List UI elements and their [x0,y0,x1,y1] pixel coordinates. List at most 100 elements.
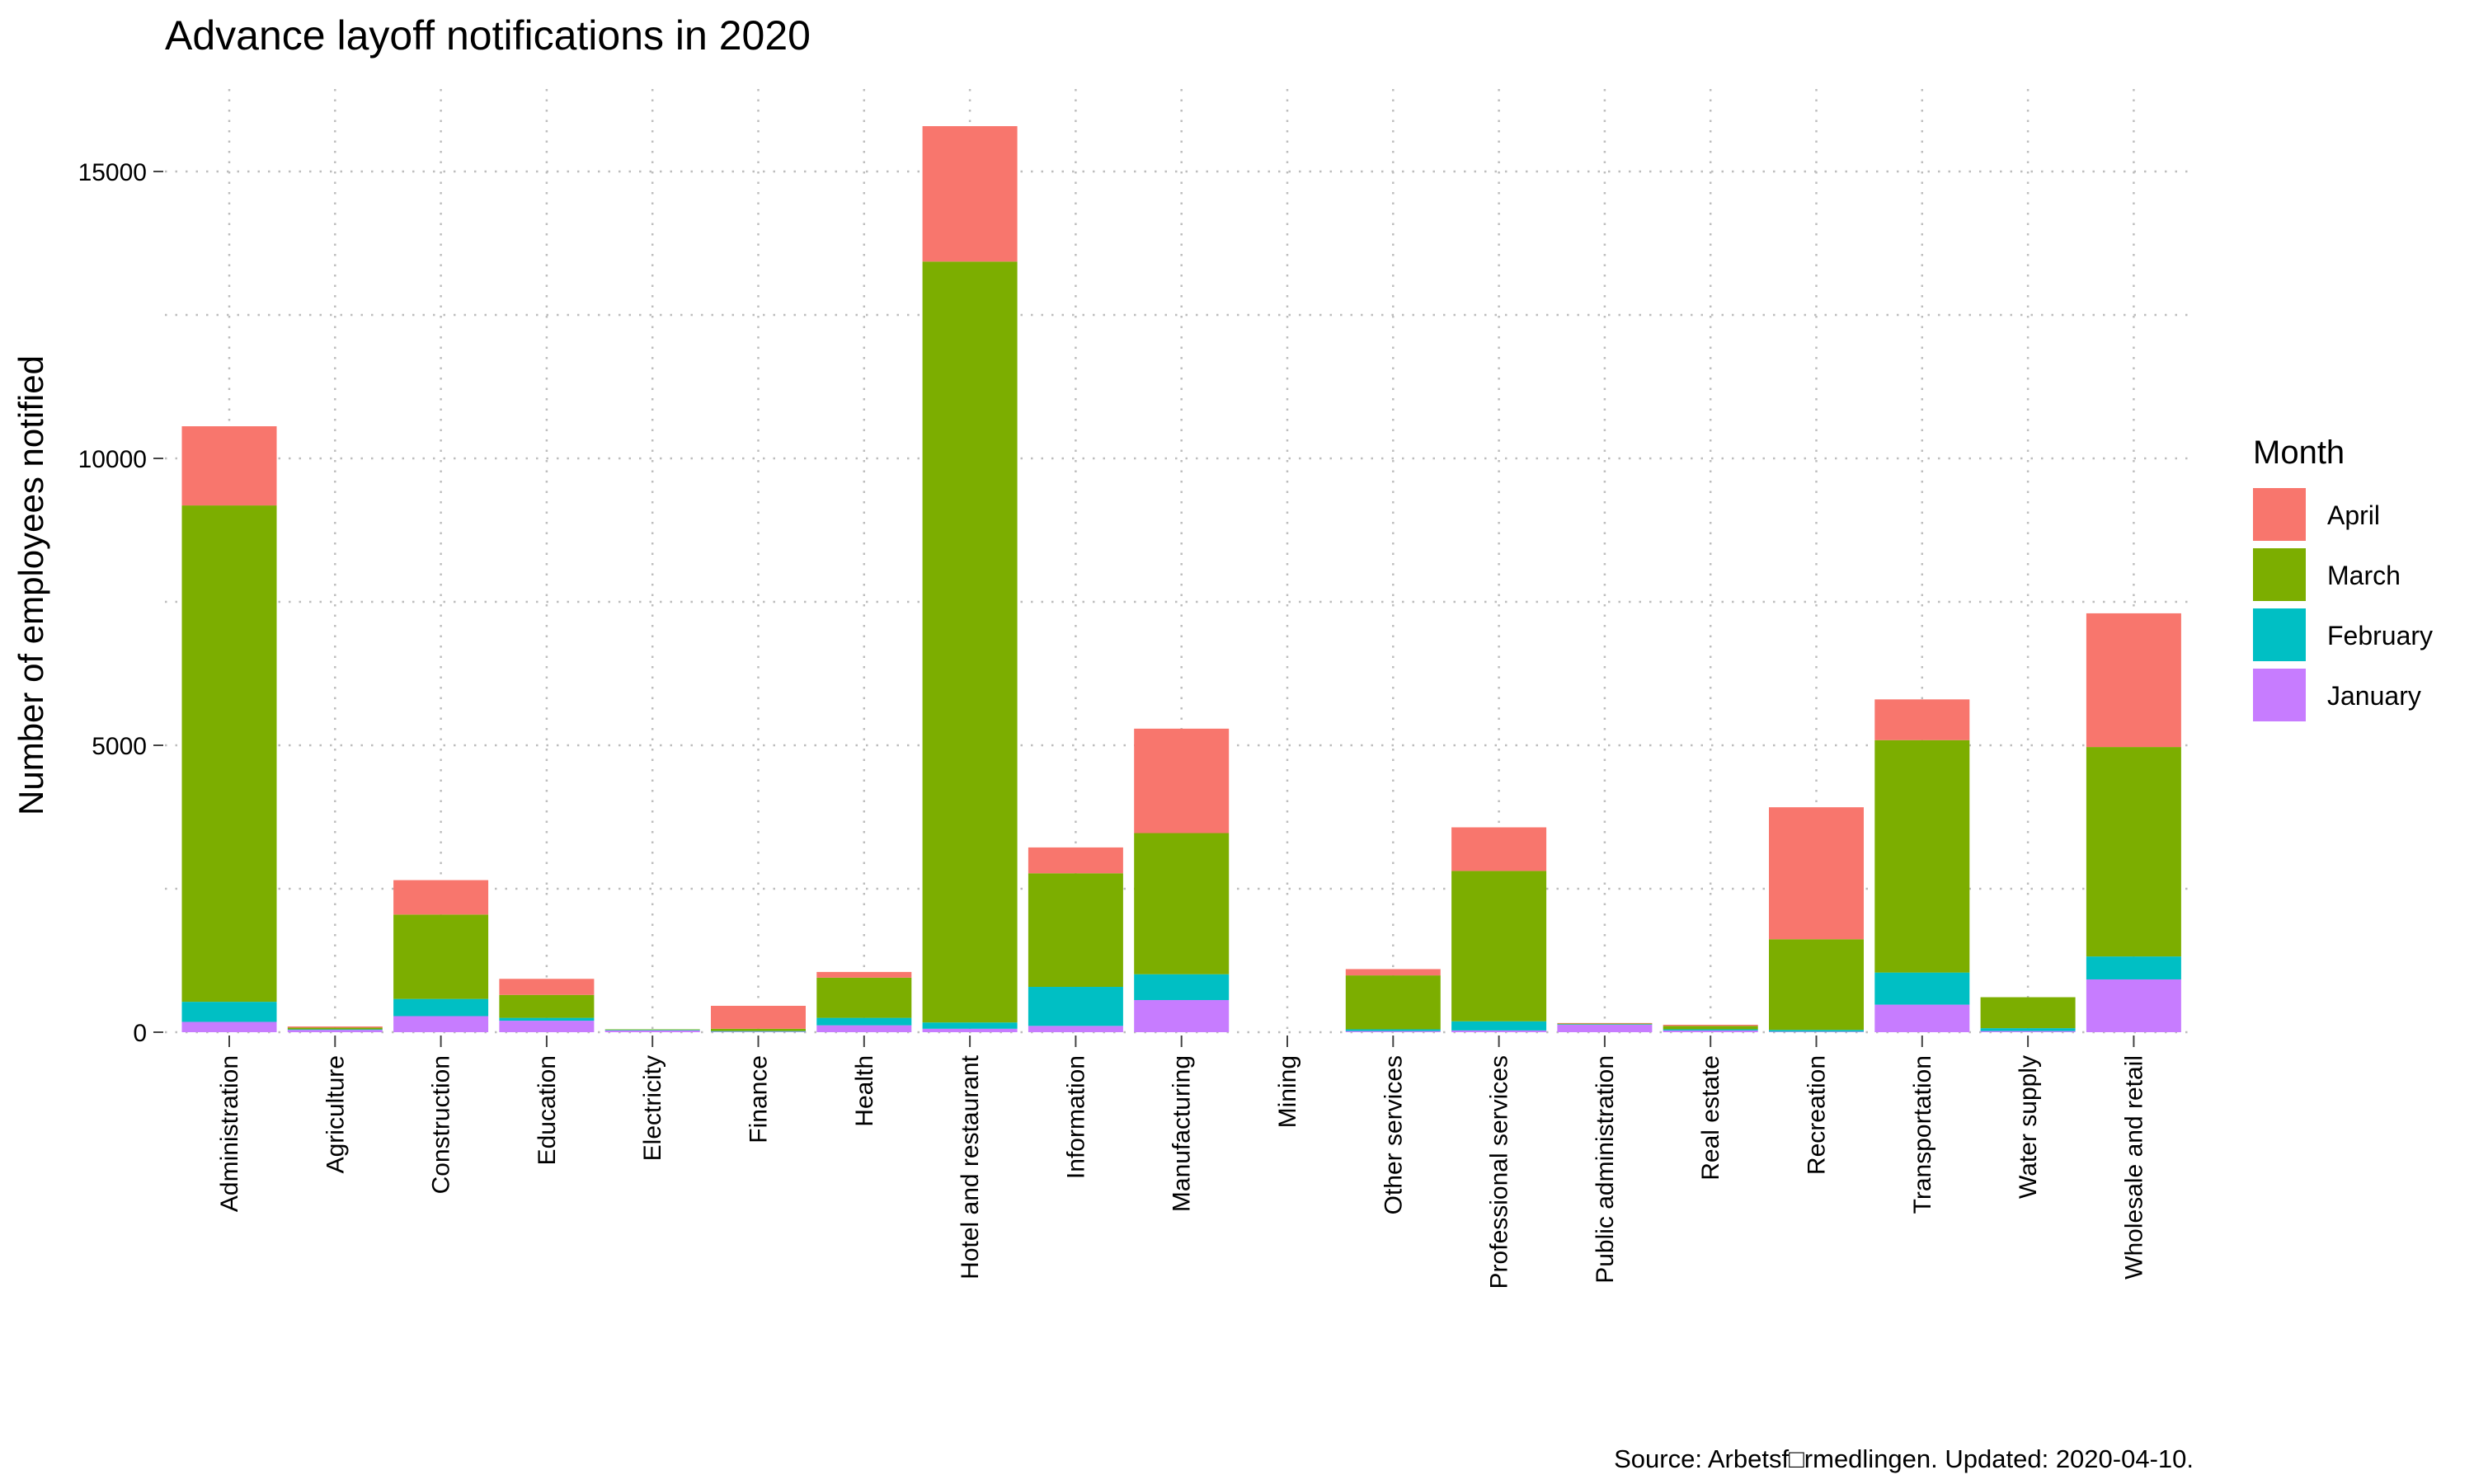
bar-january-4 [604,1030,700,1032]
bar-january-3 [499,1021,595,1032]
bar-february-1 [287,1029,383,1031]
bar-march-12 [1451,871,1547,1021]
bar-february-13 [1557,1024,1653,1025]
bar-january-0 [181,1021,277,1032]
bar-january-15 [1769,1031,1864,1032]
bar-january-9 [1134,1000,1230,1032]
x-tick-label: Transportation [1909,1055,1936,1214]
x-tick-label: Information [1062,1055,1089,1179]
bar-april-11 [1345,969,1441,976]
bar-february-14 [1663,1029,1758,1031]
x-axis: Administration Agriculture Construction Edu… [216,1036,2147,1289]
bar-april-15 [1769,807,1864,940]
bar-april-9 [1134,728,1230,834]
bar-april-12 [1451,827,1547,871]
bar-april-1 [287,1026,383,1028]
caption: Source: Arbetsf□rmedlingen. Updated: 202… [1614,1444,2194,1473]
bar-february-12 [1451,1021,1547,1031]
bar-april-2 [393,880,489,915]
y-axis: 0 5000 10000 15000 [78,159,163,1047]
legend: Month April March February January [2253,434,2433,721]
legend-swatch-april [2253,488,2306,541]
bar-january-18 [2086,979,2181,1032]
bar-march-17 [1980,997,2076,1029]
bar-january-7 [922,1028,1018,1032]
bar-april-7 [922,126,1018,262]
chart-title: Advance layoff notifications in 2020 [165,12,811,59]
y-tick-label: 5000 [92,733,147,760]
x-tick-label: Real estate [1697,1055,1724,1181]
bar-january-13 [1557,1024,1653,1032]
bar-february-18 [2086,956,2181,979]
bar-january-1 [287,1030,383,1032]
bar-march-14 [1663,1026,1758,1030]
bar-february-17 [1980,1028,2076,1031]
bar-april-16 [1874,699,1970,740]
bar-april-13 [1557,1022,1653,1024]
bar-march-18 [2086,747,2181,957]
bar-february-6 [816,1017,912,1026]
y-tick-label: 15000 [78,159,147,186]
x-tick-label: Other services [1380,1055,1407,1214]
bar-march-16 [1874,740,1970,973]
bar-march-3 [499,994,595,1018]
x-tick-label: Public administration [1592,1055,1619,1284]
x-tick-label: Electricity [639,1055,666,1161]
bar-february-9 [1134,974,1230,1001]
bar-march-13 [1557,1023,1653,1025]
x-tick-label: Wholesale and retail [2120,1055,2147,1280]
bar-march-1 [287,1027,383,1030]
bar-january-17 [1980,1031,2076,1032]
bar-april-6 [816,971,912,978]
x-tick-label: Water supply [2015,1055,2042,1199]
bar-february-16 [1874,972,1970,1005]
bar-january-2 [393,1016,489,1032]
bar-february-3 [499,1017,595,1021]
x-tick-label: Finance [745,1055,773,1144]
bar-february-8 [1028,987,1123,1026]
bar-march-7 [922,261,1018,1023]
x-tick-label: Health [851,1055,878,1127]
bar-march-8 [1028,873,1123,988]
x-tick-label: Construction [428,1055,455,1194]
bar-february-11 [1345,1029,1441,1031]
x-tick-label: Agriculture [322,1055,349,1173]
bar-january-12 [1451,1030,1547,1032]
bar-january-14 [1663,1030,1758,1032]
legend-label-january: January [2327,681,2421,711]
x-tick-label: Education [534,1055,561,1165]
legend-label-april: April [2327,500,2380,530]
x-tick-label: Hotel and restaurant [957,1054,984,1279]
bar-march-2 [393,914,489,999]
bar-april-8 [1028,847,1123,874]
x-tick-label: Mining [1274,1055,1301,1128]
bar-february-2 [393,998,489,1017]
bar-april-18 [2086,613,2181,748]
bar-january-16 [1874,1004,1970,1032]
bar-march-5 [711,1028,806,1031]
legend-title: Month [2253,434,2345,471]
bar-february-5 [711,1031,806,1032]
x-tick-label: Professional services [1486,1055,1513,1289]
bar-april-5 [711,1005,806,1029]
x-tick-label: Manufacturing [1169,1055,1196,1212]
bar-march-0 [181,505,277,1003]
y-tick-label: 0 [133,1020,147,1047]
y-tick-label: 10000 [78,446,147,473]
legend-label-march: March [2327,561,2401,590]
y-axis-label: Number of employees notified [12,355,50,815]
bar-february-7 [922,1022,1018,1029]
x-tick-label: Administration [216,1055,243,1212]
bars [181,126,2181,1032]
bar-april-14 [1663,1024,1758,1026]
bar-february-15 [1769,1030,1864,1032]
bar-march-9 [1134,833,1230,974]
bar-april-0 [181,426,277,506]
legend-swatch-january [2253,669,2306,721]
bar-february-4 [604,1030,700,1031]
x-tick-label: Recreation [1804,1055,1831,1175]
bar-april-3 [499,979,595,995]
bar-february-0 [181,1002,277,1022]
legend-swatch-march [2253,548,2306,601]
